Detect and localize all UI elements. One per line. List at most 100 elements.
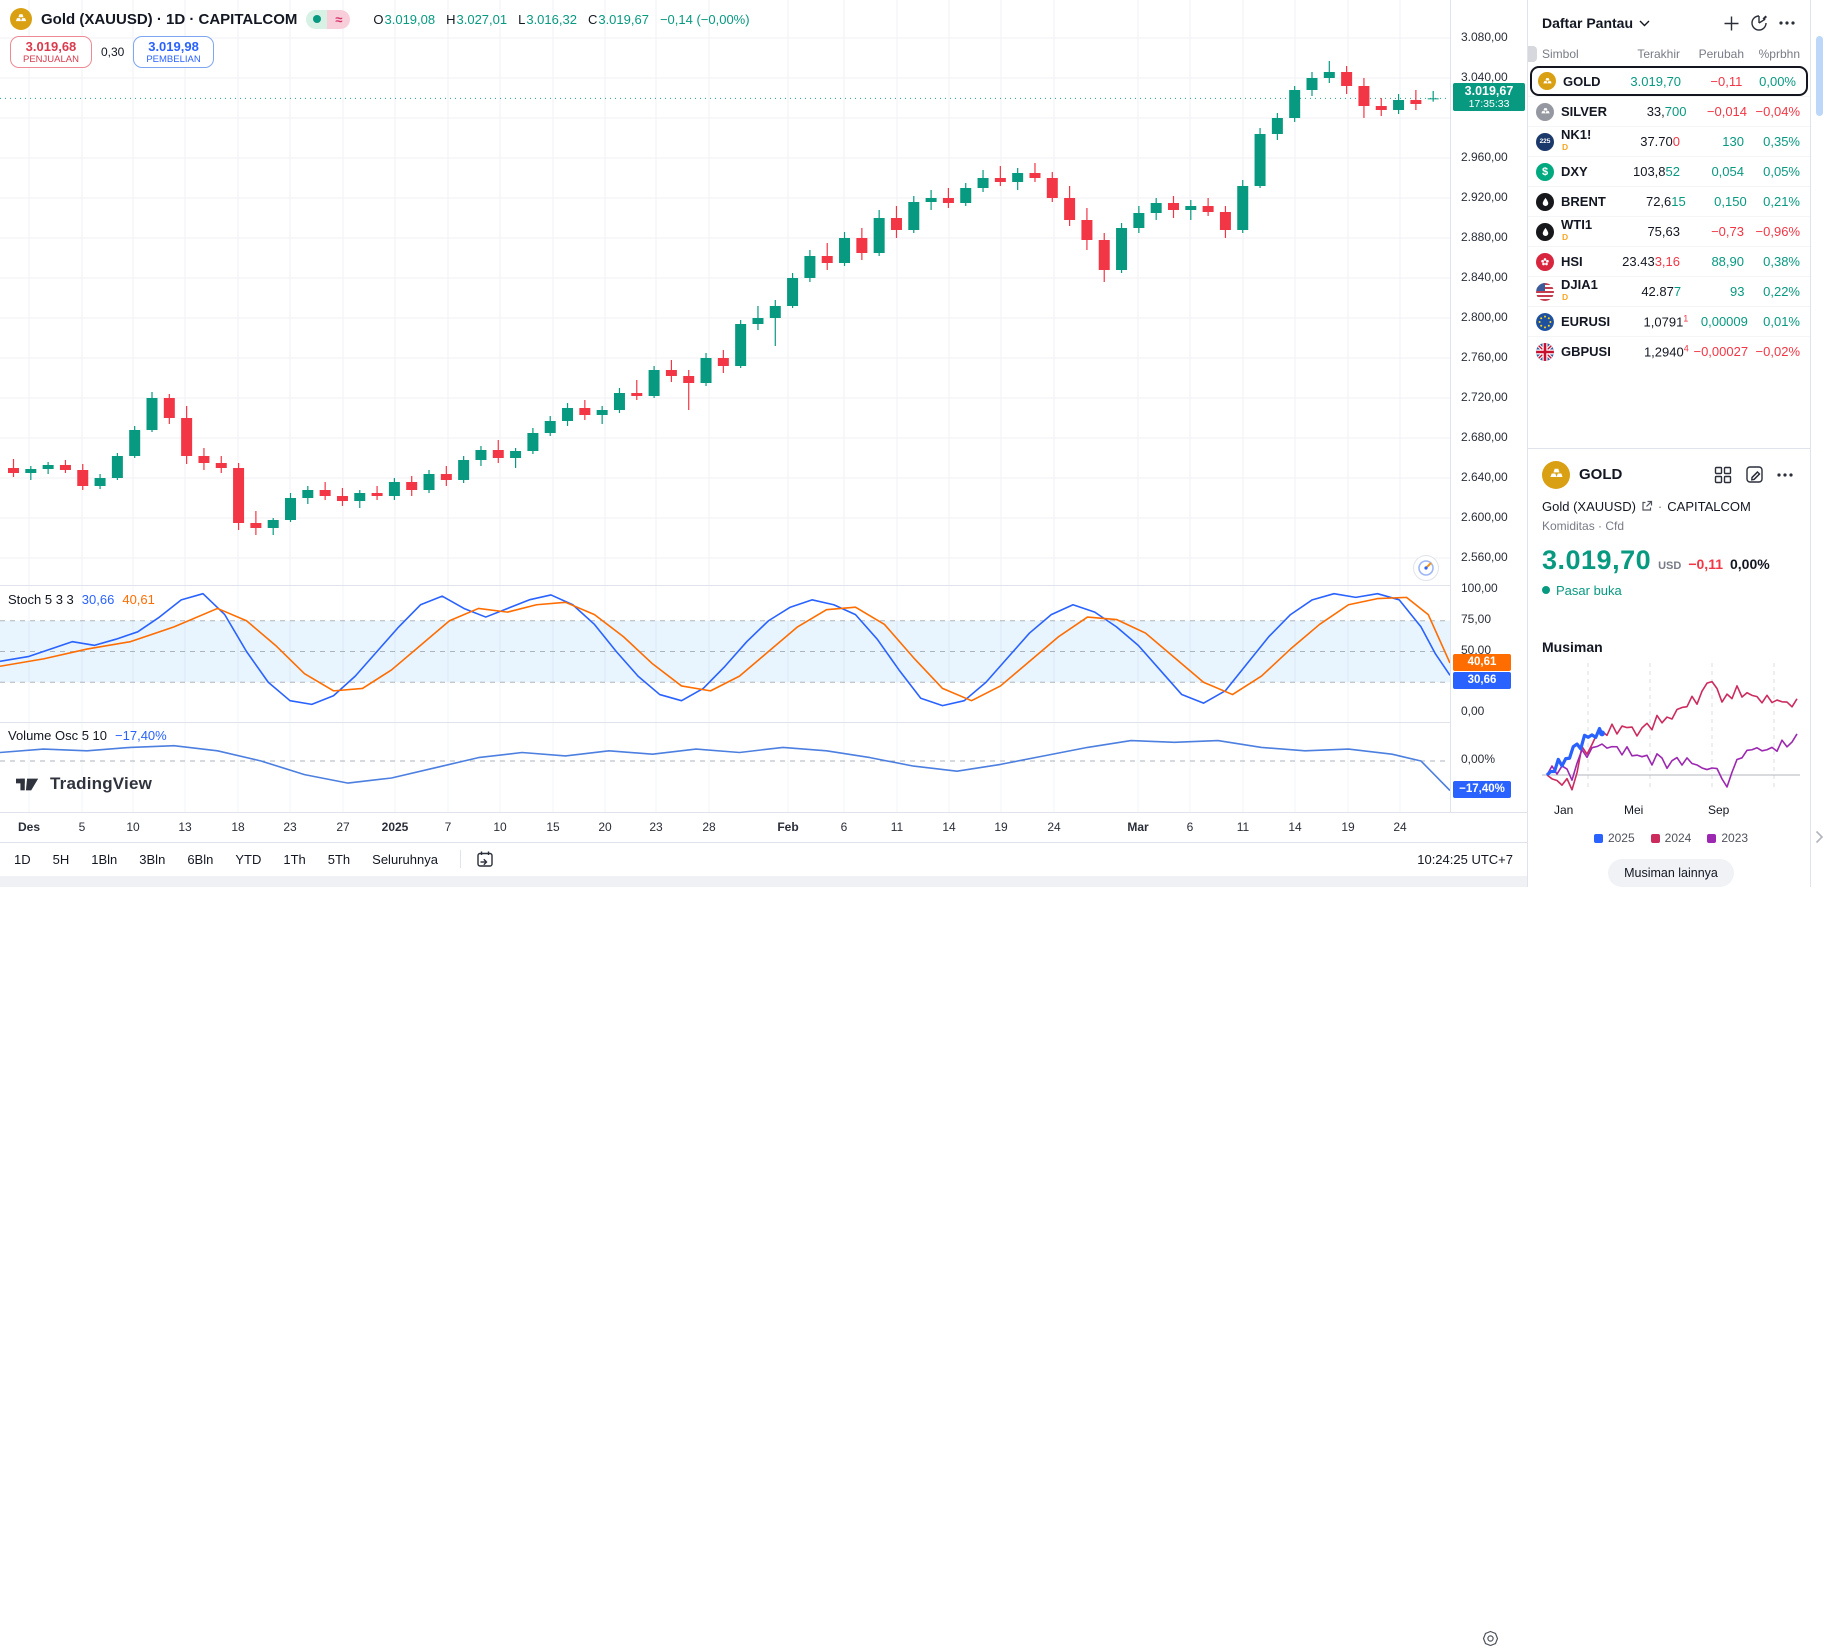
column-header[interactable]: %prbhn: [1758, 47, 1800, 61]
time-tick: 7: [444, 820, 452, 834]
gauge-icon[interactable]: [1414, 556, 1438, 580]
last-price: 23.433,16: [1622, 254, 1680, 269]
range-button-3bln[interactable]: 3Bln: [139, 851, 166, 867]
watchlist-row-hsi[interactable]: HSI 23.433,16 88,90 0,38%: [1528, 246, 1810, 276]
last-price: 103,852: [1632, 164, 1680, 179]
price-tick: 2.760,00: [1461, 350, 1508, 364]
detail-full-name[interactable]: Gold (XAUUSD): [1542, 498, 1636, 514]
buy-button[interactable]: 3.019,98 PEMBELIAN: [133, 36, 214, 68]
delayed-badge: D: [1562, 231, 1569, 242]
stochastic-pane[interactable]: [0, 585, 1451, 722]
range-button-seluruhnya[interactable]: Seluruhnya: [372, 851, 438, 867]
range-button-1d[interactable]: 1D: [14, 851, 31, 867]
chevron-right-icon[interactable]: [1815, 830, 1824, 849]
watchlist-row-brent[interactable]: BRENT 72,615 0,150 0,21%: [1528, 186, 1810, 216]
column-header[interactable]: Simbol: [1542, 47, 1579, 61]
chevron-down-icon[interactable]: [1639, 20, 1650, 27]
spread-value: 0,30: [100, 45, 125, 59]
price-chart[interactable]: [0, 0, 1450, 585]
price-scale[interactable]: 3.080,00 3.040,00 2.960,00 2.920,00 2.880,00…: [1450, 0, 1527, 812]
time-tick: 27: [336, 820, 350, 834]
time-tick: 11: [890, 820, 904, 834]
watchlist-title[interactable]: Daftar Pantau: [1542, 15, 1634, 31]
stoch-title[interactable]: Stoch 5 3 3 30,66 40,61: [8, 592, 155, 607]
detail-category: Komiditas · Cfd: [1542, 518, 1625, 533]
pie-chart-edit-icon[interactable]: [1748, 12, 1770, 34]
legend-item-2023[interactable]: 2023: [1707, 831, 1748, 845]
watchlist-row-gold[interactable]: GOLD 3.019,70 −0,11 0,00%: [1530, 66, 1808, 96]
axis-settings-icon[interactable]: [1482, 1630, 1499, 1652]
watchlist-row-eurusi[interactable]: EURUSI 1,07911 0,00009 0,01%: [1528, 306, 1810, 336]
range-button-1th[interactable]: 1Th: [283, 851, 306, 867]
scrollbar-thumb[interactable]: [1816, 36, 1823, 116]
legend-item-2024[interactable]: 2024: [1650, 831, 1691, 845]
last-price: 72,615: [1645, 194, 1686, 209]
change-pct: 0,35%: [1763, 134, 1800, 149]
time-tick: 10: [493, 820, 507, 834]
detail-more-icon[interactable]: [1774, 464, 1796, 486]
edit-icon[interactable]: [1743, 464, 1765, 486]
time-tick: 19: [1341, 820, 1355, 834]
gold-bars-icon: [1538, 72, 1556, 90]
clock[interactable]: 10:24:25 UTC+7: [1417, 851, 1513, 867]
time-tick: 15: [546, 820, 560, 834]
last-price: 75,63: [1647, 224, 1680, 239]
time-tick: 6: [840, 820, 848, 834]
range-button-5th[interactable]: 5Th: [327, 851, 351, 867]
change: 0,054: [1711, 164, 1744, 179]
time-axis[interactable]: Des 5 10 13 18 23 27 2025 7 10 15 20 23 28 Feb 6 11 14 19 2…: [0, 812, 1527, 1647]
last-price: 33,700: [1646, 104, 1687, 119]
delayed-badge: D: [1562, 291, 1569, 302]
price-tick: 2.880,00: [1461, 230, 1508, 244]
right-panel: Daftar Pantau Simbol Terakhir P: [1527, 0, 1810, 887]
time-tick: 18: [231, 820, 245, 834]
status-dot-icon: [1542, 586, 1550, 595]
change: 0,150: [1714, 194, 1747, 209]
sell-button[interactable]: 3.019,68 PENJUALAN: [10, 36, 92, 68]
market-status-pill[interactable]: ≈: [306, 9, 351, 29]
column-header[interactable]: Terakhir: [1637, 47, 1680, 61]
watchlist-row-djia1[interactable]: DJIA1D 42.877 93 0,22%: [1528, 276, 1810, 306]
tradingview-logo-icon: [16, 778, 39, 790]
time-tick: 23: [649, 820, 663, 834]
time-tick: 28: [702, 820, 716, 834]
watchlist-row-wti1[interactable]: WTI1D 75,63 −0,73 −0,96%: [1528, 216, 1810, 246]
go-to-date-icon[interactable]: [475, 849, 495, 869]
change: −0,11: [1710, 73, 1743, 89]
range-button-1bln[interactable]: 1Bln: [91, 851, 118, 867]
volume-osc-title[interactable]: Volume Osc 5 10 −17,40%: [8, 728, 167, 743]
price-tick: 2.720,00: [1461, 390, 1508, 404]
time-tick: Des: [17, 820, 41, 834]
silver-bars-icon: [1536, 102, 1554, 121]
column-header[interactable]: Perubah: [1698, 47, 1744, 61]
volume-osc-pane[interactable]: [0, 722, 1451, 812]
detail-currency: USD: [1658, 559, 1682, 572]
seasonal-chart[interactable]: [1542, 655, 1804, 803]
add-symbol-button[interactable]: [1720, 12, 1742, 34]
watchlist-row-dxy[interactable]: $ DXY 103,852 0,054 0,05%: [1528, 156, 1810, 186]
watchlist-row-silver[interactable]: SILVER 33,700 −0,014 −0,04%: [1528, 96, 1810, 126]
change-pct: 0,21%: [1763, 194, 1800, 209]
layout-grid-icon[interactable]: [1712, 464, 1734, 486]
watchlist-more-icon[interactable]: [1776, 12, 1798, 34]
detail-price: 3.019,70: [1542, 544, 1652, 575]
watchlist-row-nk1[interactable]: 225 NK1!D 37.700 130 0,35%: [1528, 126, 1810, 156]
price-tick: 3.040,00: [1461, 70, 1508, 84]
external-link-icon[interactable]: [1641, 500, 1653, 512]
range-button-5h[interactable]: 5H: [52, 851, 70, 867]
legend-item-2025[interactable]: 2025: [1593, 831, 1635, 845]
range-button-6bln[interactable]: 6Bln: [187, 851, 214, 867]
last-price: 3.019,70: [1630, 73, 1682, 89]
symbol-title[interactable]: Gold (XAUUSD) · 1D · CAPITALCOM: [41, 10, 298, 28]
stoch-tick: 50,00: [1461, 642, 1492, 657]
watchlist-row-gbpusi[interactable]: GBPUSI 1,29404 −0,00027 −0,02%: [1528, 336, 1810, 366]
price-tick: 2.640,00: [1461, 470, 1508, 484]
change: 88,90: [1711, 254, 1744, 269]
change-pct: −0,02%: [1755, 344, 1800, 359]
time-tick: 14: [942, 820, 956, 834]
drag-handle[interactable]: [1528, 46, 1537, 62]
range-button-ytd[interactable]: YTD: [235, 851, 262, 867]
seasonal-more-button[interactable]: Musiman lainnya: [1608, 859, 1734, 887]
stoch-k-value: 30,66: [81, 592, 115, 607]
time-tick: 23: [283, 820, 297, 834]
